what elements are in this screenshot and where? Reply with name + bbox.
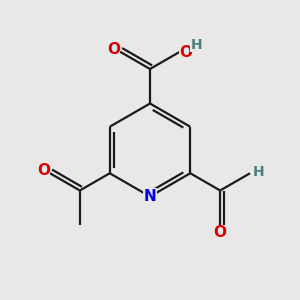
Text: O: O [37,163,50,178]
Text: H: H [253,165,264,179]
Text: N: N [144,189,156,204]
Text: O: O [107,42,120,57]
Text: O: O [179,45,192,60]
Text: O: O [214,225,226,240]
Text: H: H [190,38,202,52]
